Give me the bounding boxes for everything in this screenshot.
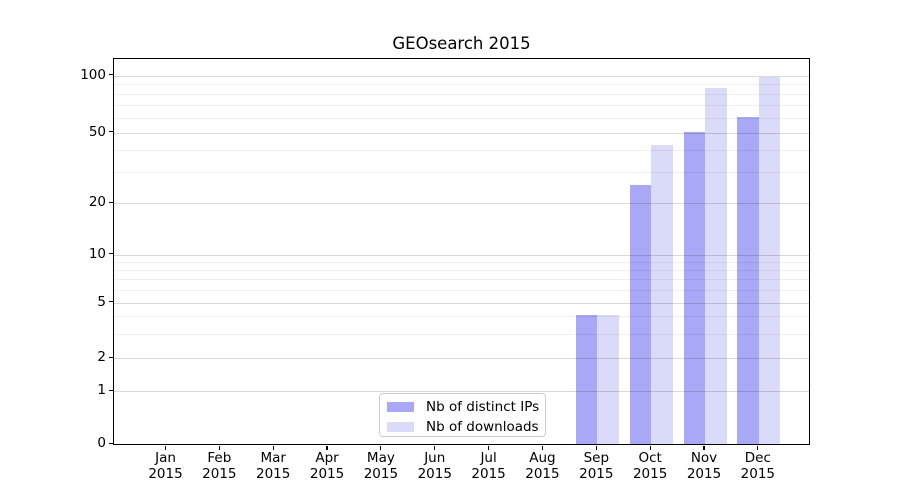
x-tick-mark-oct [649, 445, 651, 450]
bar-downloads-nov [705, 87, 727, 444]
y-tick-mark-5 [109, 301, 113, 303]
x-tick-mark-feb [218, 445, 220, 450]
gridline-minor-60 [114, 117, 809, 119]
x-tick-mark-dec [757, 445, 759, 450]
gridline-major-100 [114, 75, 809, 77]
y-tick-mark-2 [109, 356, 113, 358]
x-tick-mark-jul [488, 445, 490, 450]
gridline-minor-70 [114, 104, 809, 106]
gridline-minor-90 [114, 84, 809, 86]
gridline-major-1 [114, 391, 809, 393]
bar-downloads-dec [758, 77, 781, 444]
legend-swatch-downloads [387, 422, 414, 432]
bar-downloads-sep [597, 315, 619, 444]
x-tick-label-apr: Apr 2015 [309, 450, 345, 482]
x-tick-label-jan: Jan 2015 [148, 450, 183, 482]
x-tick-label-jun: Jun 2015 [417, 450, 452, 482]
gridline-minor-9 [114, 261, 809, 263]
gridline-major-5 [114, 302, 809, 304]
y-tick-label-10: 10 [88, 245, 106, 262]
gridline-minor-8 [114, 270, 809, 272]
y-tick-mark-20 [109, 201, 113, 203]
gridline-minor-4 [114, 316, 809, 318]
gridline-minor-6 [114, 290, 809, 292]
plot-area: Nb of distinct IPs Nb of downloads [113, 58, 810, 445]
y-tick-mark-1 [109, 389, 113, 391]
bar-distinct-ips-oct [629, 184, 652, 444]
y-tick-label-20: 20 [88, 194, 106, 210]
x-tick-label-sep: Sep 2015 [579, 450, 614, 482]
chart-title: GEOsearch 2015 [392, 34, 531, 53]
legend-item-distinct-ips: Nb of distinct IPs [387, 399, 545, 415]
bar-distinct-ips-dec [737, 116, 759, 444]
x-tick-mark-jan [164, 445, 167, 450]
y-tick-mark-10 [109, 253, 113, 255]
legend: Nb of distinct IPs Nb of downloads [379, 393, 546, 437]
y-tick-label-50: 50 [88, 123, 106, 140]
gridline-minor-3 [114, 333, 809, 335]
y-tick-label-0: 0 [97, 435, 106, 451]
gridline-major-20 [114, 203, 809, 205]
gridline-major-50 [114, 132, 809, 134]
y-tick-mark-100 [109, 74, 113, 76]
x-tick-mark-sep [595, 445, 597, 450]
gridline-minor-30 [114, 171, 809, 173]
legend-swatch-distinct-ips [387, 402, 414, 412]
gridline-minor-80 [114, 93, 809, 95]
x-tick-mark-aug [541, 445, 544, 450]
y-tick-label-100: 100 [80, 66, 106, 83]
x-tick-label-aug: Aug 2015 [525, 450, 560, 482]
x-tick-mark-jun [434, 445, 436, 450]
x-tick-label-dec: Dec 2015 [740, 450, 776, 482]
x-tick-label-mar: Mar 2015 [256, 450, 291, 482]
gridline-minor-7 [114, 279, 809, 281]
gridline-minor-40 [114, 149, 809, 151]
y-tick-label-2: 2 [97, 349, 106, 366]
gridline-major-2 [114, 358, 809, 360]
x-tick-mark-may [380, 445, 382, 450]
x-tick-mark-mar [272, 445, 274, 450]
gridline-major-10 [114, 254, 809, 256]
bar-distinct-ips-sep [575, 315, 598, 444]
bar-distinct-ips-nov [683, 131, 705, 444]
y-tick-label-1: 1 [97, 382, 106, 398]
x-tick-label-may: May 2015 [363, 450, 399, 482]
x-tick-label-jul: Jul 2015 [471, 450, 506, 482]
x-tick-mark-nov [703, 445, 705, 450]
x-tick-label-nov: Nov 2015 [686, 450, 722, 482]
bars-layer [114, 59, 809, 444]
x-tick-label-oct: Oct 2015 [632, 450, 668, 482]
x-tick-mark-apr [326, 445, 328, 450]
y-tick-label-5: 5 [97, 293, 106, 310]
x-tick-label-feb: Feb 2015 [202, 450, 237, 482]
legend-item-downloads: Nb of downloads [387, 419, 545, 435]
legend-label-distinct-ips: Nb of distinct IPs [426, 399, 540, 415]
bar-downloads-oct [651, 144, 673, 444]
legend-label-downloads: Nb of downloads [426, 419, 539, 435]
y-tick-mark-0 [109, 442, 113, 444]
y-tick-mark-50 [109, 131, 113, 133]
grid-layer [114, 59, 809, 444]
